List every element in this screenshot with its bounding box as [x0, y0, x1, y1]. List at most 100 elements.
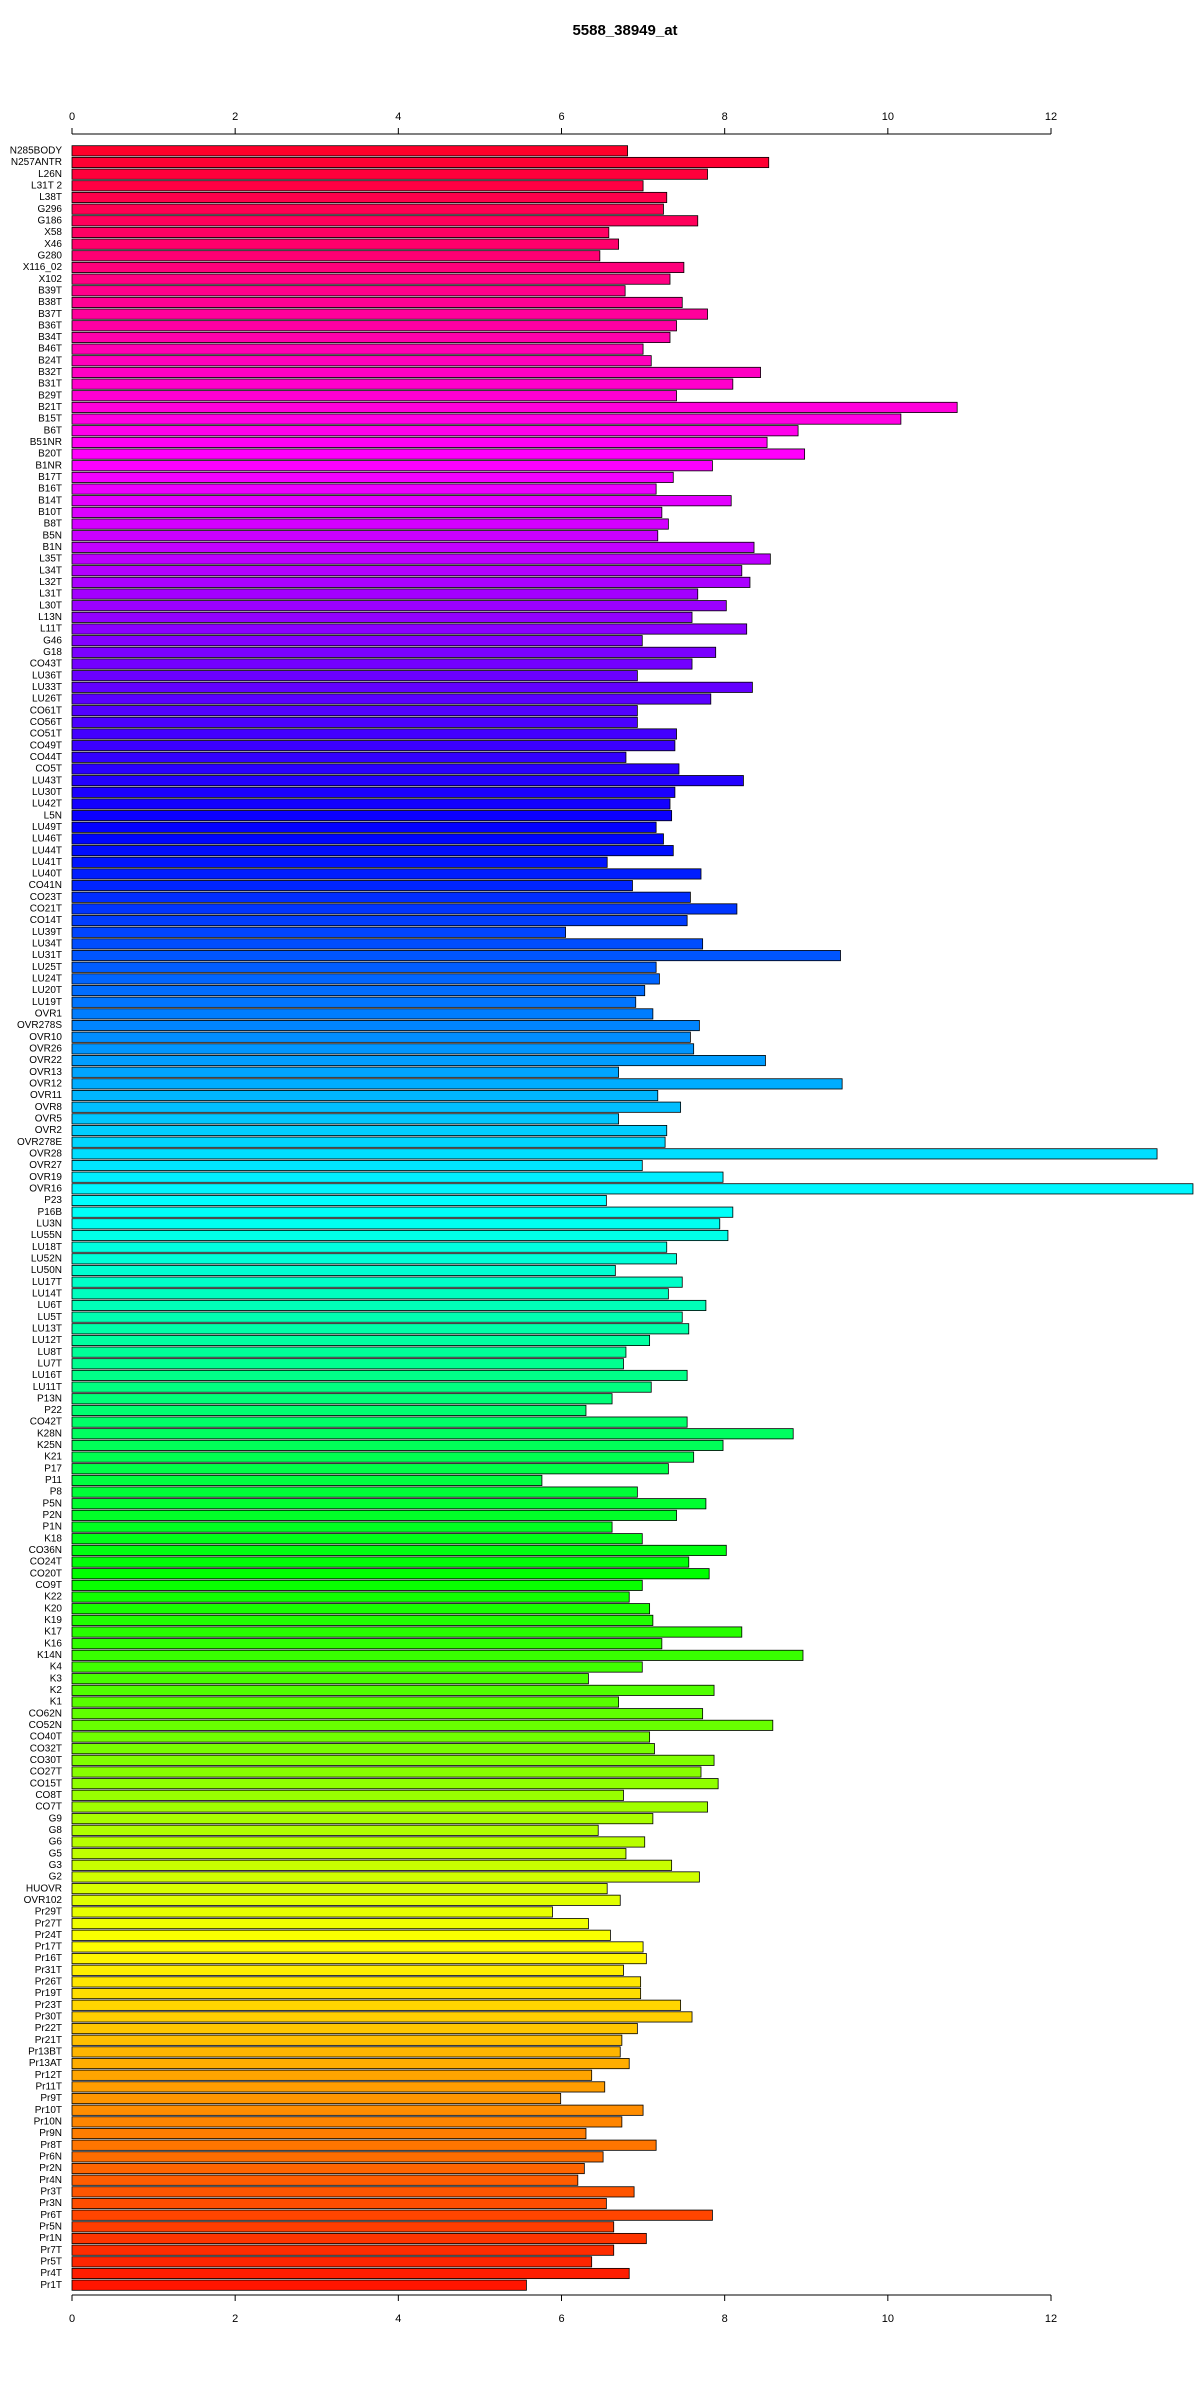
y-tick-label: LU17T — [32, 1277, 62, 1288]
y-tick-label: LU12T — [32, 1335, 62, 1346]
bar — [71, 2046, 621, 2058]
bar — [71, 763, 680, 775]
bar — [71, 1451, 695, 1463]
y-tick-label: LU31T — [32, 950, 62, 961]
bar — [71, 1521, 613, 1533]
bar — [71, 1568, 710, 1580]
bar — [71, 506, 663, 518]
bar — [71, 635, 643, 647]
bar — [71, 215, 699, 227]
y-tick-label: OVR27 — [29, 1160, 62, 1171]
x-tick-label: 8 — [722, 111, 728, 123]
bar — [71, 1614, 654, 1626]
y-tick-label: P2N — [43, 1510, 62, 1521]
bar — [71, 1813, 654, 1825]
bar — [71, 693, 712, 705]
y-tick-label: Pr30T — [35, 2012, 62, 2023]
y-tick-label: CO30T — [30, 1755, 62, 1766]
bar — [71, 798, 671, 810]
bar — [71, 156, 770, 169]
y-tick-label: LU25T — [32, 962, 62, 973]
bar — [71, 1031, 691, 1043]
bar — [71, 1824, 599, 1836]
y-tick-label: HUOVR — [26, 1883, 62, 1894]
bar — [71, 191, 668, 204]
y-tick-label: CO8T — [35, 1790, 62, 1801]
bar — [71, 1906, 553, 1918]
y-tick-label: Pr9N — [39, 2128, 62, 2139]
y-tick-label: P23 — [44, 1195, 62, 1206]
y-tick-label: Pr12T — [35, 2070, 62, 2081]
bar — [71, 1078, 843, 1090]
y-tick-label: B29T — [38, 390, 62, 401]
y-tick-label: CO36N — [29, 1545, 62, 1556]
bar — [71, 1789, 624, 1801]
y-tick-label: LU3N — [36, 1218, 62, 1229]
bar — [71, 495, 732, 507]
bar — [71, 1719, 774, 1731]
bar — [71, 2163, 585, 2175]
y-tick-label: G18 — [43, 647, 62, 658]
y-tick-label: Pr1N — [39, 2233, 62, 2244]
bar — [71, 2174, 579, 2186]
y-tick-label: G296 — [38, 204, 63, 215]
y-tick-label: LU16T — [32, 1370, 62, 1381]
y-tick-label: K2 — [50, 1685, 63, 1696]
y-tick-label: G280 — [38, 250, 63, 261]
bar — [71, 1439, 724, 1451]
bar — [71, 1194, 607, 1207]
y-tick-label: LU14T — [32, 1288, 62, 1299]
bar — [71, 355, 652, 367]
y-tick-label: OVR16 — [29, 1183, 62, 1194]
y-tick-label: B17T — [38, 472, 62, 483]
bar — [71, 1743, 655, 1755]
bar — [71, 261, 685, 273]
bar — [71, 2034, 623, 2046]
y-tick-label: CO27T — [30, 1767, 62, 1778]
bar — [71, 623, 748, 635]
bar — [71, 740, 676, 752]
y-tick-label: Pr13AT — [29, 2058, 62, 2069]
bar — [71, 1976, 642, 1988]
bar — [71, 1171, 724, 1183]
bar — [71, 1556, 690, 1568]
y-tick-label: B5N — [43, 530, 62, 541]
y-tick-label: K28N — [37, 1428, 62, 1439]
y-tick-label: B14T — [38, 495, 62, 506]
y-tick-label: OVR278S — [17, 1020, 62, 1031]
bar — [71, 1311, 683, 1323]
x-tick-label: 2 — [232, 2313, 238, 2325]
y-tick-label: Pr10N — [34, 2117, 62, 2128]
y-tick-label: K1 — [50, 1697, 63, 1708]
y-tick-label: P17 — [44, 1463, 62, 1474]
y-tick-label: LU19T — [32, 997, 62, 1008]
bar — [71, 1276, 683, 1288]
bar — [71, 2221, 615, 2233]
y-tick-label: B6T — [44, 425, 62, 436]
y-tick-label: CO51T — [30, 729, 62, 740]
y-tick-label: G3 — [49, 1860, 63, 1871]
y-tick-label: CO21T — [30, 904, 62, 915]
y-tick-label: CO23T — [30, 892, 62, 903]
bar — [71, 1883, 608, 1895]
bar — [71, 296, 683, 308]
y-tick-label: G186 — [38, 215, 63, 226]
bar — [71, 658, 693, 670]
bar — [71, 285, 626, 297]
y-tick-label: OVR13 — [29, 1067, 62, 1078]
bar — [71, 1929, 611, 1941]
bar — [71, 681, 753, 693]
bar — [71, 530, 659, 542]
bar — [71, 518, 669, 530]
y-tick-label: CO40T — [30, 1732, 62, 1743]
bar — [71, 588, 699, 600]
y-tick-label: Pr10T — [35, 2105, 62, 2116]
bar — [71, 1101, 682, 1113]
bar — [71, 1778, 719, 1790]
y-tick-label: L13N — [38, 612, 62, 623]
y-tick-label: X102 — [39, 274, 63, 285]
y-tick-label: B8T — [44, 519, 62, 530]
bar — [71, 821, 657, 833]
bar — [71, 786, 676, 798]
x-tick-label: 6 — [558, 111, 564, 123]
